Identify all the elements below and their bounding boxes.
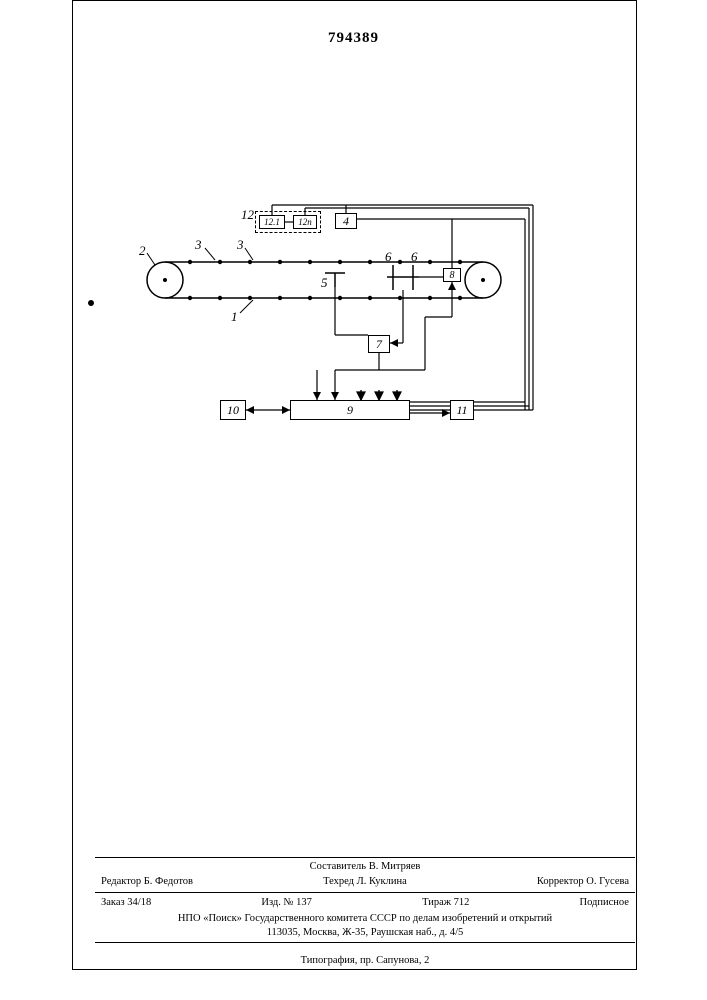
org: НПО «Поиск» Государственного комитета СС… (95, 912, 635, 926)
block-10: 10 (220, 400, 246, 420)
schematic-diagram: 12.1 12n 4 7 8 9 10 11 1 2 3 3 5 6 6 12 (135, 205, 575, 495)
block-9: 9 (290, 400, 410, 420)
block-4: 4 (335, 213, 357, 229)
block-8: 8 (443, 268, 461, 282)
block-12-n: 12n (293, 215, 317, 229)
label-3a: 3 (195, 237, 202, 253)
label-1: 1 (231, 309, 238, 325)
label-12: 12 (241, 207, 254, 223)
izd-no: Изд. № 137 (261, 896, 312, 910)
block-12-1: 12.1 (259, 215, 285, 229)
editor: Редактор Б. Федотов (101, 875, 193, 889)
document-number: 794389 (0, 30, 707, 47)
techred: Техред Л. Куклина (323, 875, 407, 889)
label-5: 5 (321, 275, 328, 291)
corrector: Корректор О. Гусева (537, 875, 629, 889)
credits-block: Составитель В. Митряев Редактор Б. Федот… (95, 855, 635, 945)
address: 113035, Москва, Ж-35, Раушская наб., д. … (95, 926, 635, 940)
label-6a: 6 (385, 249, 392, 265)
typography: Типография, пр. Сапунова, 2 (95, 955, 635, 966)
label-6b: 6 (411, 249, 418, 265)
block-11: 11 (450, 400, 474, 420)
compiler: Составитель В. Митряев (95, 860, 635, 874)
tirazh: Тираж 712 (422, 896, 469, 910)
order-no: Заказ 34/18 (101, 896, 151, 910)
page-dot (88, 300, 94, 306)
block-7: 7 (368, 335, 390, 353)
signed: Подписное (580, 896, 629, 910)
label-3b: 3 (237, 237, 244, 253)
label-2: 2 (139, 243, 146, 259)
